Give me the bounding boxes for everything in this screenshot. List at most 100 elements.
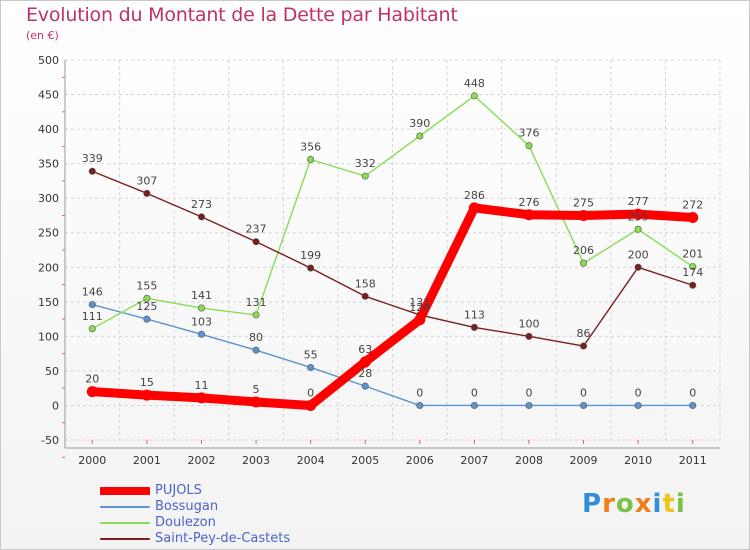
data-point [195,392,207,404]
data-label: 273 [191,198,212,211]
data-point [250,396,262,408]
data-point [468,202,480,214]
data-point [525,142,533,150]
data-label: 0 [580,386,587,399]
data-point [414,314,426,326]
data-label: 20 [85,373,99,386]
x-tick-label: 2000 [78,454,106,467]
data-point [634,263,642,271]
data-label: 286 [464,189,485,202]
data-label: 15 [140,376,154,389]
data-label: 113 [464,308,485,321]
data-label: 199 [300,249,321,262]
legend-swatch-bossugan [100,506,150,508]
x-tick-label: 2010 [624,454,652,467]
data-point [252,346,260,354]
data-point [141,389,153,401]
legend-swatch-pujols [100,487,150,495]
data-point [252,238,260,246]
data-point [470,92,478,100]
data-point [416,401,424,409]
data-label: 237 [246,223,267,236]
data-point [197,330,205,338]
series-line-bossugan [91,303,694,407]
series-line-doulezon [91,95,694,330]
data-point [689,401,697,409]
x-tick-label: 2011 [679,454,707,467]
data-point [580,401,588,409]
legend-item-bossugan: Bossugan [100,499,290,515]
data-point [86,386,98,398]
data-label: 146 [82,286,103,299]
data-point [88,325,96,333]
y-tick-label: 150 [38,296,59,309]
data-point [580,259,588,267]
data-label: 28 [358,367,372,380]
y-tick-label: 300 [38,192,59,205]
data-label: 131 [409,296,430,309]
x-tick-label: 2001 [133,454,161,467]
data-point [197,213,205,221]
data-point [470,401,478,409]
data-point [143,294,151,302]
data-point [252,311,260,319]
data-point [361,382,369,390]
series-line-pujols [87,203,698,410]
data-point [634,401,642,409]
data-label: 390 [409,117,430,130]
legend-item-pujols: PUJOLS [100,483,290,499]
data-point [307,363,315,371]
data-point [307,155,315,163]
chart-title: Evolution du Montant de la Dette par Hab… [26,4,458,26]
data-label: 100 [518,317,539,330]
data-point [523,209,535,221]
data-label: 272 [682,199,703,212]
data-point [143,315,151,323]
y-tick-label: 250 [38,227,59,240]
legend-item-saint-pey: Saint-Pey-de-Castets [100,531,290,547]
data-label: 0 [635,386,642,399]
x-tick-label: 2006 [406,454,434,467]
data-point [634,225,642,233]
data-label: 111 [82,310,103,323]
data-label: 277 [628,195,649,208]
data-point [307,264,315,272]
data-label: 448 [464,77,485,90]
x-tick-label: 2009 [570,454,598,467]
data-point [361,292,369,300]
data-label: 124 [409,301,430,314]
y-tick-label: 0 [52,399,59,412]
data-point [416,132,424,140]
data-label: 276 [518,196,539,209]
data-label: 0 [525,386,532,399]
data-label: 0 [307,386,314,399]
data-label: 86 [577,327,591,340]
proxiti-logo: Proxiti [582,489,686,519]
logo-letter: P [582,489,603,519]
data-point [632,208,644,220]
data-label: 155 [136,279,157,292]
data-point [687,212,699,224]
data-point [361,172,369,180]
y-tick-label: 400 [38,123,59,136]
legend-swatch-saint-pey [100,538,150,540]
data-label: 158 [355,277,376,290]
logo-letter: i [675,489,686,519]
series-line-saint-pey-de-castets [91,170,694,347]
data-label: 200 [628,248,649,261]
data-label: 125 [136,300,157,313]
legend-swatch-doulezon [100,522,150,524]
data-label: 275 [573,196,594,209]
data-label: 206 [573,244,594,257]
data-label: 332 [355,157,376,170]
x-tick-label: 2008 [515,454,543,467]
y-tick-label: 50 [45,365,59,378]
data-point [305,399,317,411]
x-tick-label: 2004 [297,454,325,467]
data-label: 376 [518,127,539,140]
data-point [470,323,478,331]
data-point [525,332,533,340]
data-point [197,304,205,312]
data-label: 55 [304,348,318,361]
